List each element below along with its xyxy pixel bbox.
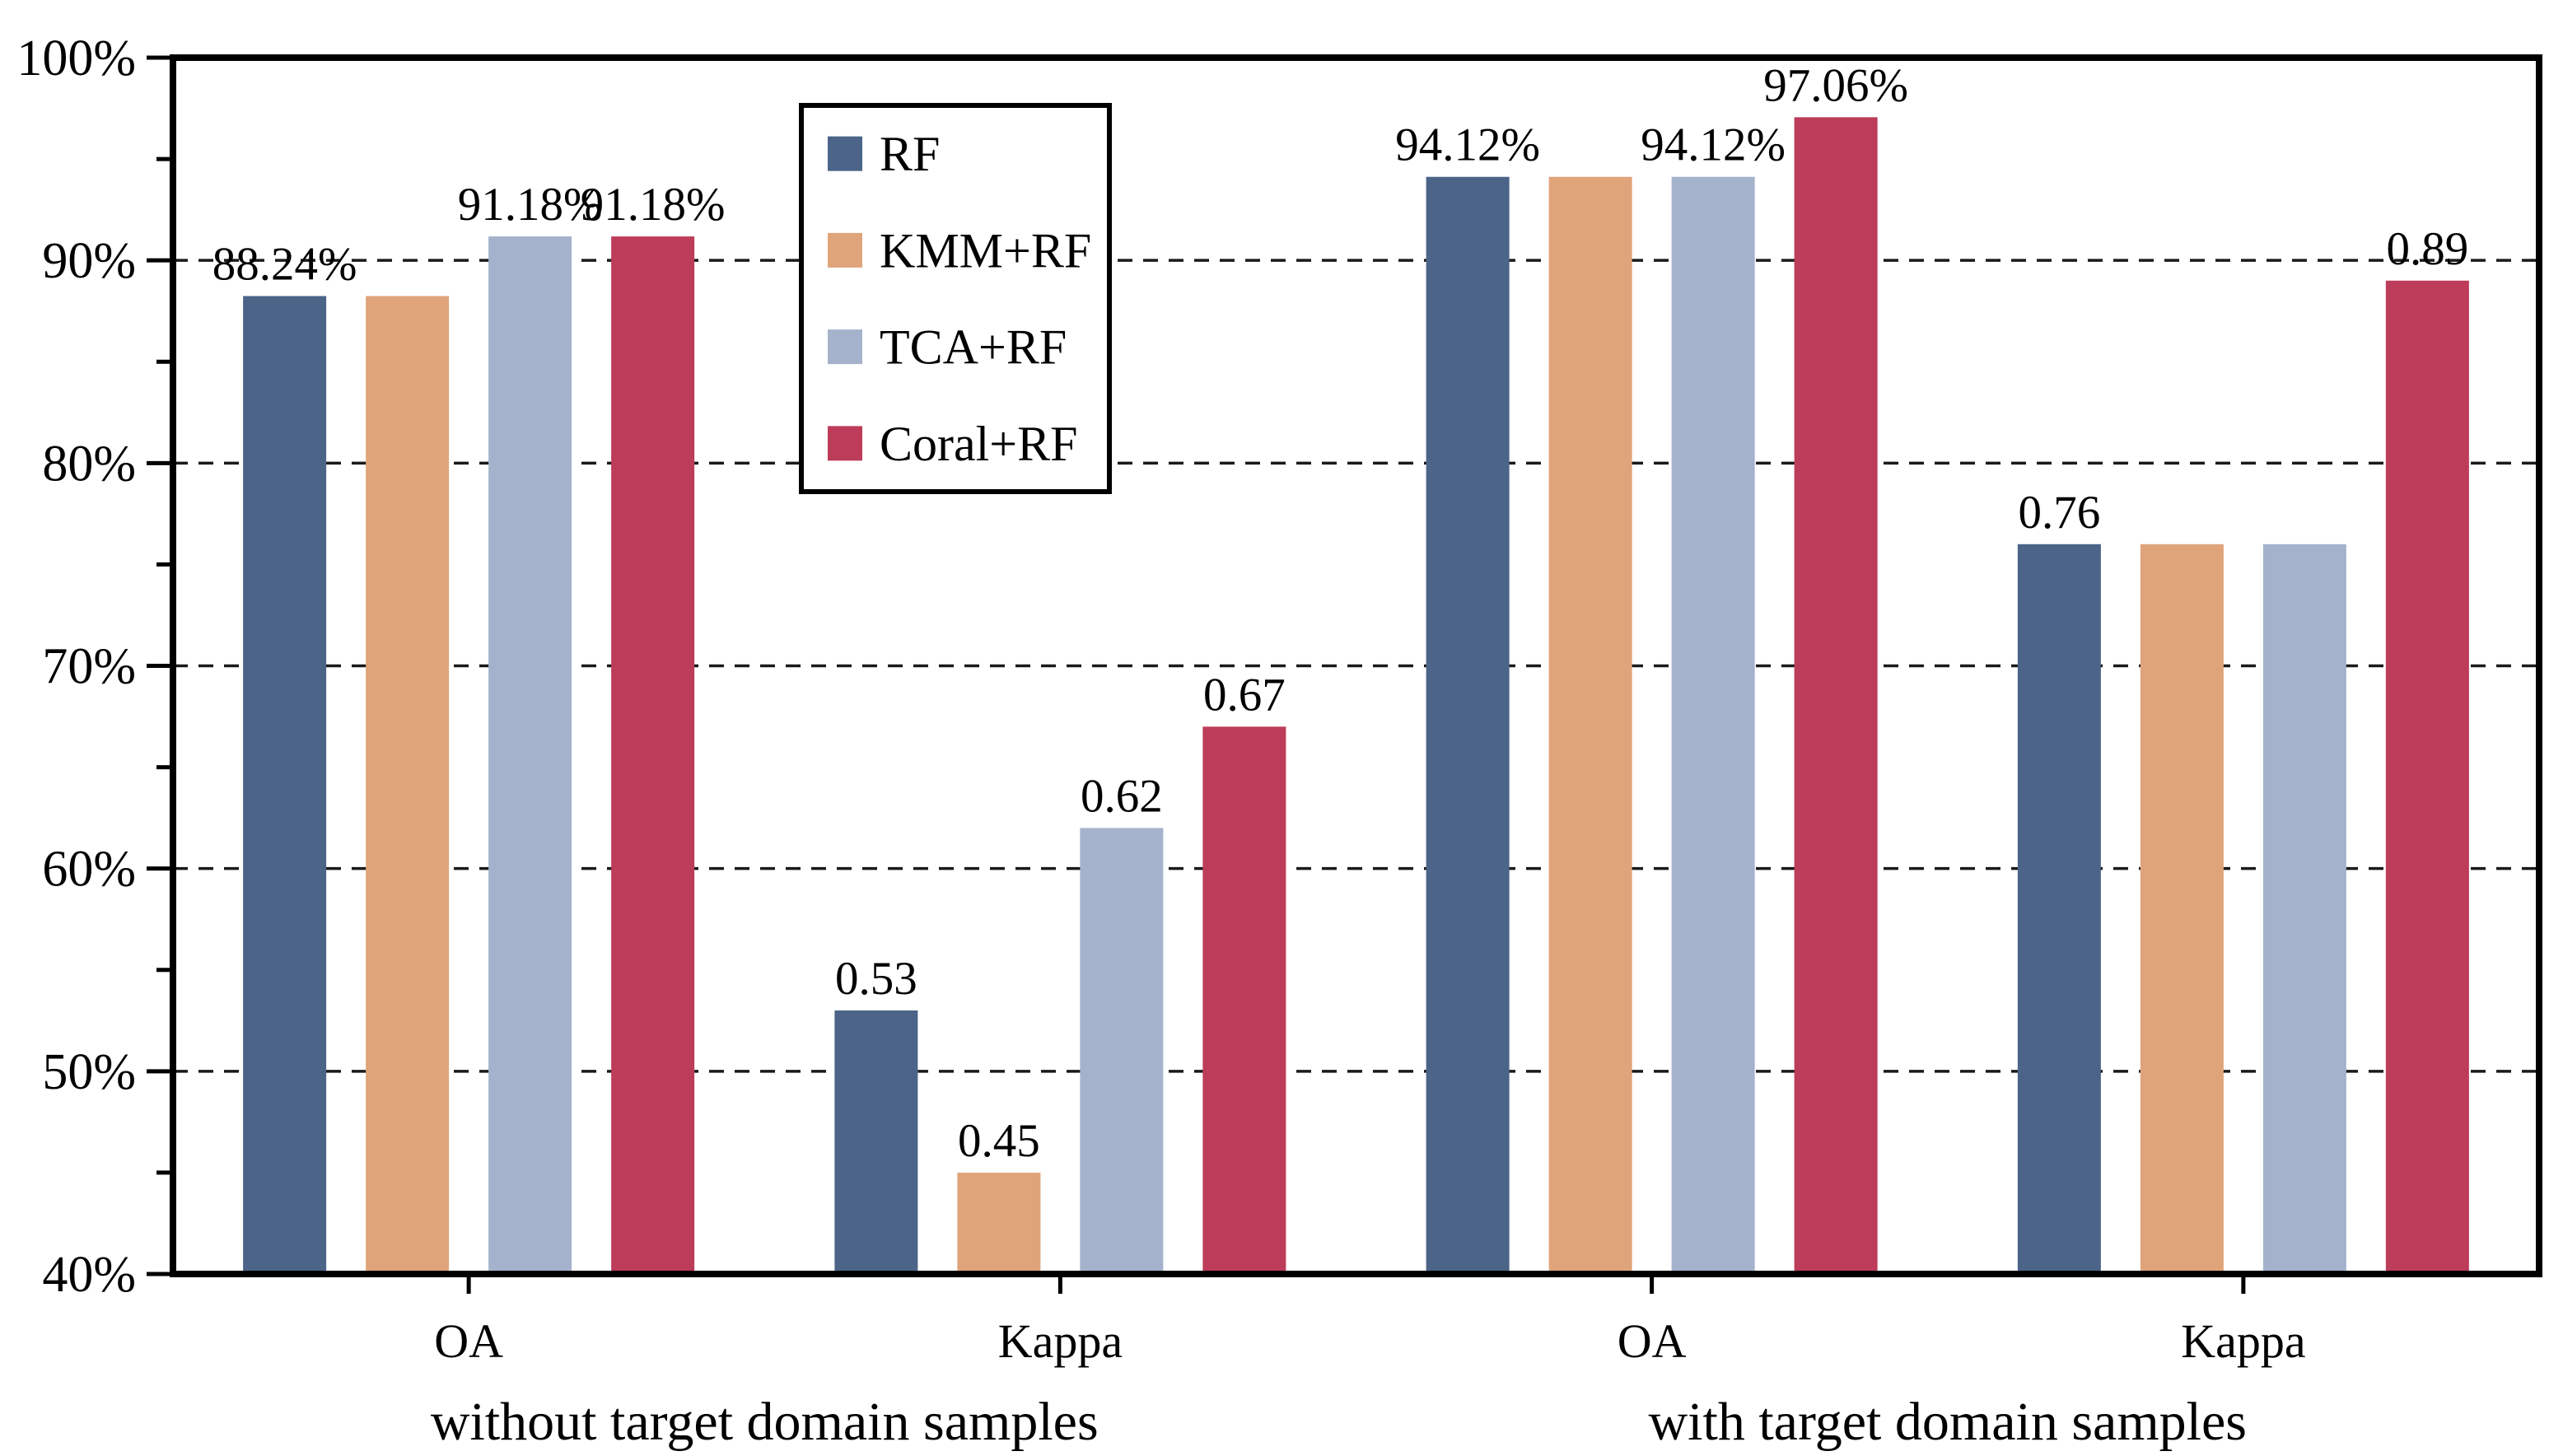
- bar-RF-Kappa-g3: [2017, 544, 2101, 1274]
- category-label-OA-g2: OA: [1618, 1314, 1687, 1368]
- legend-swatch-KMM+RF: [828, 232, 862, 268]
- section-label-1: with target domain samples: [1649, 1392, 2247, 1452]
- y-tick-label-40%: 40%: [42, 1247, 136, 1303]
- legend-label-Coral+RF: Coral+RF: [880, 417, 1078, 471]
- bar-RF-Kappa-g1: [834, 1010, 918, 1274]
- bar-RF-OA-g0: [243, 296, 327, 1275]
- value-label: 94.12%: [1641, 119, 1786, 171]
- value-label: 0.53: [835, 953, 917, 1005]
- value-label: 91.18%: [581, 179, 726, 231]
- bar-KMM+RF-Kappa-g3: [2140, 544, 2224, 1274]
- value-label: 0.67: [1203, 669, 1286, 721]
- bar-TCA+RF-OA-g0: [488, 236, 572, 1274]
- bar-RF-OA-g2: [1426, 176, 1510, 1275]
- y-tick-label-90%: 90%: [42, 233, 136, 289]
- bar-Coral+RF-OA-g2: [1794, 117, 1878, 1274]
- y-tick-label-100%: 100%: [16, 30, 136, 86]
- bar-KMM+RF-OA-g0: [366, 296, 450, 1275]
- legend-label-KMM+RF: KMM+RF: [880, 223, 1091, 278]
- bar-Coral+RF-Kappa-g3: [2385, 280, 2469, 1274]
- value-label: 91.18%: [458, 179, 603, 231]
- bar-TCA+RF-Kappa-g1: [1080, 828, 1164, 1274]
- value-label: 97.06%: [1763, 59, 1908, 111]
- legend-label-TCA+RF: TCA+RF: [880, 320, 1067, 375]
- bar-KMM+RF-Kappa-g1: [957, 1172, 1041, 1274]
- y-tick-label-50%: 50%: [42, 1044, 136, 1100]
- value-label: 94.12%: [1395, 119, 1540, 171]
- category-label-OA-g0: OA: [434, 1314, 503, 1368]
- value-label: 0.62: [1081, 770, 1163, 822]
- value-label: 0.45: [958, 1115, 1040, 1167]
- legend-label-RF: RF: [880, 127, 940, 181]
- category-label-Kappa-g3: Kappa: [2181, 1314, 2305, 1368]
- category-label-Kappa-g1: Kappa: [998, 1314, 1123, 1368]
- y-tick-label-70%: 70%: [42, 639, 136, 695]
- bar-TCA+RF-OA-g2: [1671, 176, 1755, 1275]
- y-tick-label-60%: 60%: [42, 842, 136, 898]
- bar-Coral+RF-OA-g0: [611, 236, 695, 1274]
- legend-swatch-RF: [828, 136, 862, 171]
- legend-swatch-Coral+RF: [828, 426, 862, 461]
- section-label-0: without target domain samples: [431, 1392, 1099, 1452]
- bar-TCA+RF-Kappa-g3: [2262, 544, 2346, 1274]
- legend-swatch-TCA+RF: [828, 329, 862, 365]
- value-label: 88.24%: [212, 238, 357, 290]
- y-tick-label-80%: 80%: [42, 436, 136, 492]
- bar-KMM+RF-OA-g2: [1548, 176, 1632, 1275]
- value-label: 0.89: [2387, 223, 2469, 275]
- bar-Coral+RF-Kappa-g1: [1202, 726, 1286, 1274]
- value-label: 0.76: [2019, 487, 2101, 539]
